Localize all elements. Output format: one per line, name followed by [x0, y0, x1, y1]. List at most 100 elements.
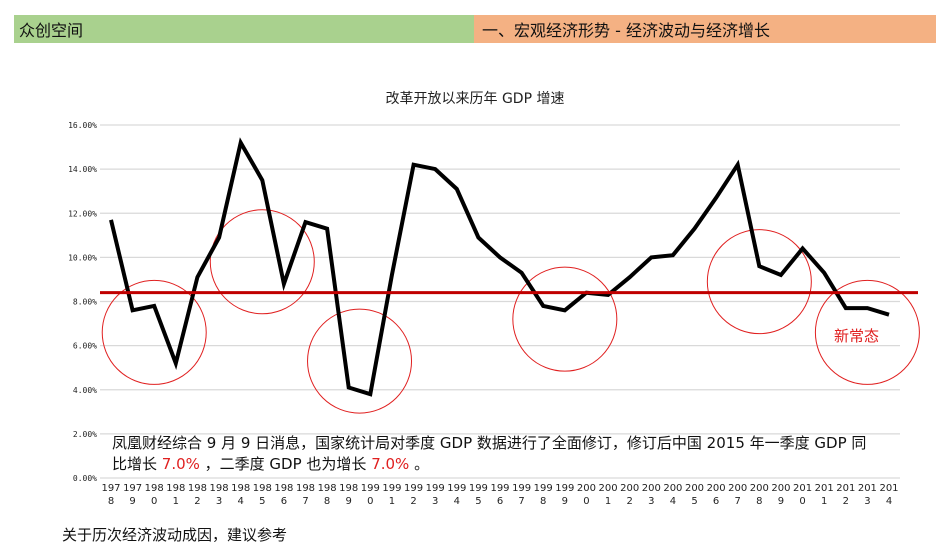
x-tick-label: 6 — [281, 496, 287, 507]
x-tick-label: 5 — [691, 496, 697, 507]
x-tick-label: 199 — [404, 483, 423, 494]
highlight-circle — [512, 266, 618, 372]
x-tick-label: 199 — [382, 483, 401, 494]
x-tick-label: 6 — [497, 496, 503, 507]
x-tick-label: 197 — [123, 483, 142, 494]
x-tick-label: 201 — [836, 483, 855, 494]
x-tick-label: 1 — [389, 496, 395, 507]
note-line-1: 凤凰财经综合 9 月 9 日消息，国家统计局对季度 GDP 数据进行了全面修订，… — [112, 434, 867, 452]
x-tick-label: 4 — [886, 496, 892, 507]
x-tick-label: 198 — [253, 483, 272, 494]
q2-growth-value: 7.0% — [371, 455, 410, 473]
x-tick-label: 200 — [771, 483, 790, 494]
y-tick-label: 2.00% — [73, 430, 97, 439]
y-tick-label: 6.00% — [73, 342, 97, 351]
x-tick-label: 199 — [469, 483, 488, 494]
x-tick-label: 8 — [540, 496, 546, 507]
x-tick-label: 0 — [151, 496, 157, 507]
x-tick-label: 4 — [454, 496, 460, 507]
x-tick-label: 198 — [166, 483, 185, 494]
y-tick-label: 4.00% — [73, 386, 97, 395]
x-tick-label: 3 — [216, 496, 222, 507]
x-tick-label: 2 — [194, 496, 200, 507]
x-tick-label: 200 — [728, 483, 747, 494]
x-tick-label: 201 — [793, 483, 812, 494]
x-tick-label: 199 — [361, 483, 380, 494]
x-tick-label: 198 — [210, 483, 229, 494]
highlight-circle — [101, 279, 207, 385]
x-tick-label: 7 — [735, 496, 741, 507]
x-tick-label: 200 — [663, 483, 682, 494]
x-tick-label: 7 — [302, 496, 308, 507]
x-tick-label: 5 — [475, 496, 481, 507]
highlight-circle — [706, 229, 812, 335]
x-tick-label: 1 — [821, 496, 827, 507]
x-tick-label: 9 — [346, 496, 352, 507]
x-tick-label: 198 — [339, 483, 358, 494]
x-tick-label: 3 — [864, 496, 870, 507]
x-tick-label: 9 — [129, 496, 135, 507]
x-tick-label: 198 — [188, 483, 207, 494]
new-normal-label: 新常态 — [834, 327, 880, 345]
chart-title: 改革开放以来历年 GDP 增速 — [385, 91, 565, 107]
news-note: 凤凰财经综合 9 月 9 日消息，国家统计局对季度 GDP 数据进行了全面修订，… — [112, 433, 912, 475]
highlight-circle — [307, 308, 413, 414]
x-tick-label: 4 — [237, 496, 243, 507]
highlight-circle — [209, 209, 315, 315]
x-tick-label: 201 — [858, 483, 877, 494]
y-tick-label: 0.00% — [73, 474, 97, 483]
x-tick-label: 201 — [815, 483, 834, 494]
x-tick-label: 2 — [410, 496, 416, 507]
y-tick-label: 12.00% — [68, 209, 97, 218]
x-tick-label: 7 — [518, 496, 524, 507]
gdp-growth-line — [109, 137, 890, 397]
x-tick-label: 9 — [562, 496, 568, 507]
x-tick-label: 199 — [490, 483, 509, 494]
x-tick-label: 198 — [231, 483, 250, 494]
x-tick-label: 198 — [145, 483, 164, 494]
x-tick-label: 8 — [324, 496, 330, 507]
note-text: 比增长 — [112, 455, 162, 473]
header-left-bar: 众创空间 — [14, 15, 474, 43]
x-tick-label: 200 — [599, 483, 618, 494]
y-tick-label: 16.00% — [68, 121, 97, 130]
x-tick-label: 4 — [670, 496, 676, 507]
header-right-bar: 一、宏观经济形势 - 经济波动与经济增长 — [474, 15, 936, 43]
x-tick-label: 5 — [259, 496, 265, 507]
x-tick-label: 9 — [778, 496, 784, 507]
x-tick-label: 199 — [447, 483, 466, 494]
y-tick-label: 14.00% — [68, 165, 97, 174]
x-tick-label: 6 — [713, 496, 719, 507]
x-tick-label: 198 — [274, 483, 293, 494]
x-tick-label: 2 — [626, 496, 632, 507]
x-tick-label: 0 — [583, 496, 589, 507]
x-tick-label: 2 — [843, 496, 849, 507]
y-tick-label: 8.00% — [73, 298, 97, 307]
x-tick-label: 3 — [648, 496, 654, 507]
x-tick-label: 1 — [173, 496, 179, 507]
x-tick-label: 0 — [799, 496, 805, 507]
x-tick-label: 201 — [879, 483, 898, 494]
x-tick-label: 197 — [101, 483, 120, 494]
x-tick-label: 200 — [685, 483, 704, 494]
header-left-title: 众创空间 — [19, 21, 84, 40]
x-tick-label: 199 — [426, 483, 445, 494]
x-tick-label: 200 — [707, 483, 726, 494]
x-tick-label: 8 — [756, 496, 762, 507]
note-text: 。 — [409, 455, 430, 473]
q1-growth-value: 7.0% — [161, 455, 200, 473]
x-tick-label: 1 — [605, 496, 611, 507]
x-tick-label: 199 — [534, 483, 553, 494]
note-line-2: 比增长 7.0% ，二季度 GDP 也为增长 7.0% 。 — [112, 454, 912, 475]
x-tick-label: 200 — [620, 483, 639, 494]
x-tick-label: 198 — [318, 483, 337, 494]
x-tick-label: 200 — [750, 483, 769, 494]
x-tick-label: 0 — [367, 496, 373, 507]
x-tick-label: 200 — [642, 483, 661, 494]
x-tick-label: 200 — [577, 483, 596, 494]
header-right-title: 一、宏观经济形势 - 经济波动与经济增长 — [482, 21, 770, 40]
note-text: ，二季度 GDP 也为增长 — [199, 455, 372, 473]
x-tick-label: 199 — [555, 483, 574, 494]
x-tick-label: 199 — [512, 483, 531, 494]
